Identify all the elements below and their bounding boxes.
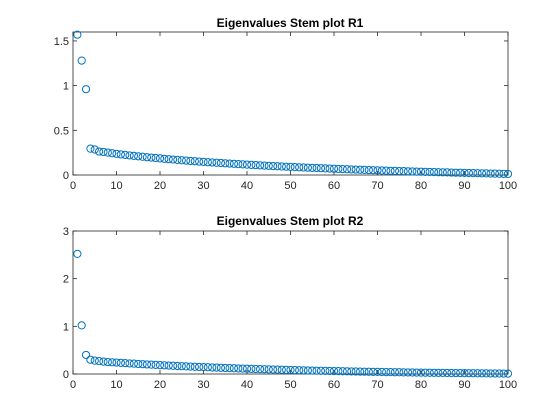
- subplot-r2-x-tick-label: 0: [70, 379, 76, 391]
- subplot-r2-x-tick-label: 60: [328, 379, 340, 391]
- subplot-r1-axes: [73, 32, 508, 175]
- subplot-r1-x-tick-label: 40: [241, 180, 253, 192]
- subplot-r2-x-tick-label: 100: [499, 379, 517, 391]
- subplot-r1-y-tick-label: 1: [63, 81, 69, 93]
- subplot-r1-y-tick-label: 1.5: [54, 36, 69, 48]
- subplot-r1-x-tick-label: 50: [284, 180, 296, 192]
- subplot-r1-x-tick-label: 80: [415, 180, 427, 192]
- subplot-r1-x-tick-label: 0: [70, 180, 76, 192]
- subplot-r1-x-tick-label: 100: [499, 180, 517, 192]
- subplot-r1-y-tick-label: 0.5: [54, 125, 69, 137]
- subplot-r1: Eigenvalues Stem plot R1 0 10 20 30 40 50 60 70…: [54, 16, 517, 192]
- subplot-r2-x-tick-label: 80: [415, 379, 427, 391]
- subplot-r1-x-tick-label: 20: [154, 180, 166, 192]
- subplot-r2-x-tick-label: 20: [154, 379, 166, 391]
- subplot-r2-x-tick-label: 90: [458, 379, 470, 391]
- subplot-r2-y-tick-label: 0: [63, 369, 69, 381]
- subplot-r2-x-tick-label: 50: [284, 379, 296, 391]
- subplot-r1-x-tick-label: 60: [328, 180, 340, 192]
- subplot-r2: Eigenvalues Stem plot R2 0 10 20 30 40 50 60 70…: [63, 214, 517, 391]
- subplot-r1-y-tick-label: 0: [63, 170, 69, 182]
- subplot-r2-x-tick-label: 40: [241, 379, 253, 391]
- subplot-r1-x-tick-label: 30: [197, 180, 209, 192]
- subplot-r1-x-tick-label: 90: [458, 180, 470, 192]
- subplot-r2-x-tick-label: 70: [371, 379, 383, 391]
- subplot-r2-title: Eigenvalues Stem plot R2: [217, 214, 364, 228]
- subplot-r2-y-tick-label: 3: [63, 226, 69, 238]
- subplot-r2-y-tick-label: 2: [63, 274, 69, 286]
- subplot-r2-axes: [73, 231, 508, 374]
- subplot-r1-x-tick-label: 10: [110, 180, 122, 192]
- subplot-r2-x-tick-label: 10: [110, 379, 122, 391]
- subplot-r1-x-tick-label: 70: [371, 180, 383, 192]
- subplot-r2-y-tick-label: 1: [63, 321, 69, 333]
- subplot-r1-title: Eigenvalues Stem plot R1: [217, 16, 364, 30]
- subplot-r2-x-tick-label: 30: [197, 379, 209, 391]
